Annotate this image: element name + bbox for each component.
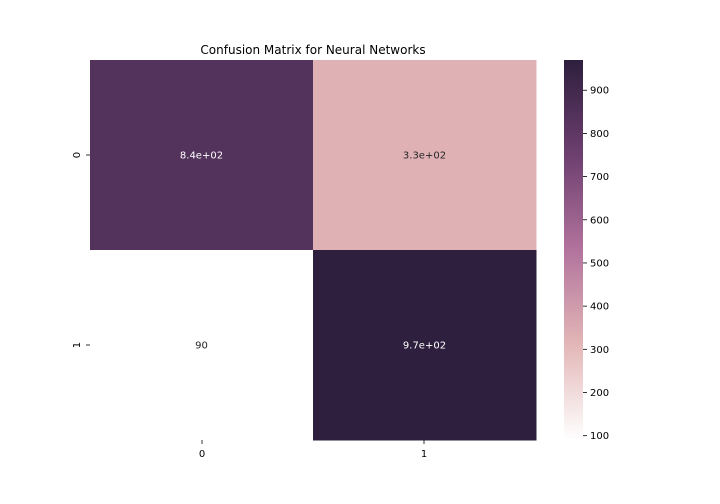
colorbar-tick-label-3: 400 — [590, 302, 609, 313]
x-axis: 0 1 — [199, 440, 427, 460]
heatmap-cells — [90, 60, 537, 441]
x-tick-label-1: 1 — [421, 449, 427, 460]
cell-annotation-0-1: 3.3e+02 — [403, 151, 446, 162]
colorbar-ticks: 100 200 300 400 500 600 700 800 900 — [583, 86, 609, 442]
y-tick-label-0: 0 — [72, 152, 83, 158]
colorbar-tick-label-4: 500 — [590, 258, 609, 269]
heatmap-cell-1-0 — [90, 250, 314, 441]
cell-annotations: 8.4e+02 3.3e+02 90 9.7e+02 — [180, 151, 446, 352]
cell-annotation-1-1: 9.7e+02 — [403, 341, 446, 352]
colorbar-tick-label-7: 800 — [590, 129, 609, 140]
x-tick-label-0: 0 — [199, 449, 205, 460]
chart-title: Confusion Matrix for Neural Networks — [200, 43, 425, 57]
colorbar-gradient — [564, 60, 583, 440]
y-tick-label-1: 1 — [72, 342, 83, 348]
colorbar-tick-label-5: 600 — [590, 215, 609, 226]
heatmap-cell-0-1 — [313, 60, 537, 251]
colorbar-tick-label-2: 300 — [590, 345, 609, 356]
colorbar: 100 200 300 400 500 600 700 800 900 — [564, 60, 609, 442]
colorbar-tick-label-6: 700 — [590, 172, 609, 183]
heatmap-cell-0-0 — [90, 60, 314, 251]
cell-annotation-1-0: 90 — [195, 341, 208, 352]
colorbar-tick-label-8: 900 — [590, 86, 609, 97]
heatmap-cell-1-1 — [313, 250, 537, 441]
cell-annotation-0-0: 8.4e+02 — [180, 151, 223, 162]
colorbar-tick-label-0: 100 — [590, 431, 609, 442]
y-axis: 0 1 — [72, 152, 90, 348]
colorbar-tick-label-1: 200 — [590, 388, 609, 399]
